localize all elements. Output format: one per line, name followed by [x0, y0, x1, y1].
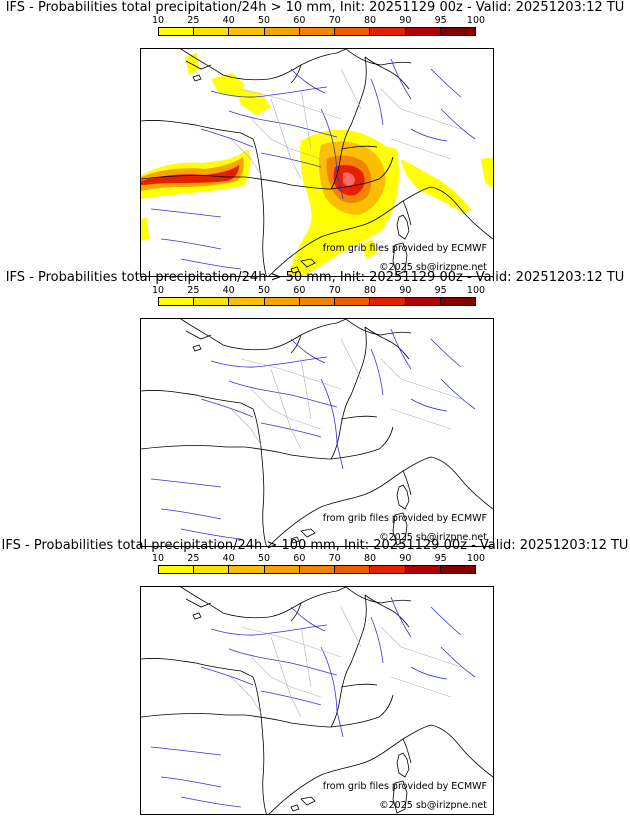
colorbar-segment: [194, 298, 230, 305]
colorbar-tick-label: 25: [187, 15, 200, 26]
colorbar-segment: [194, 566, 230, 573]
colorbar-segment: [264, 28, 300, 35]
copyright-credit: ©2025 sb@irizpne.net: [379, 532, 487, 543]
colorbar-segment: [335, 566, 371, 573]
colorbar-tick-label: 10: [151, 15, 165, 26]
colorbar-segment: [229, 566, 265, 573]
colorbar-tick-label: 80: [363, 285, 377, 296]
precip-map: from grib files provided by ECMWF ©2025 …: [140, 586, 494, 815]
colorbar-tick-label: 50: [257, 553, 271, 564]
map-panel-100mm: IFS - Probabilities total precipitation/…: [0, 538, 630, 815]
colorbar-segment: [264, 566, 300, 573]
colorbar-segment: [299, 28, 336, 35]
source-credit: from grib files provided by ECMWF: [322, 243, 487, 254]
precip-map: from grib files provided by ECMWF ©2025 …: [140, 48, 494, 277]
precip-map: from grib files provided by ECMWF ©2025 …: [140, 318, 494, 547]
colorbar-segment: [405, 28, 441, 35]
map-canvas: [141, 49, 493, 276]
colorbar-segment: [440, 566, 475, 573]
colorbar-tick-label: 80: [363, 15, 377, 26]
source-credit: from grib files provided by ECMWF: [322, 781, 487, 792]
colorbar-segment: [159, 28, 195, 35]
colorbar-tick-label: 90: [399, 15, 412, 26]
colorbar-tick-label: 40: [222, 285, 235, 296]
colorbar-tick-label: 40: [222, 553, 235, 564]
colorbar-tick-label: 95: [434, 15, 447, 26]
map-panel-50mm: IFS - Probabilities total precipitation/…: [0, 270, 630, 547]
colorbar-tick-label: 80: [363, 553, 377, 564]
colorbar-segment: [440, 298, 475, 305]
colorbar-bar: [158, 297, 476, 306]
colorbar-tick-label: 25: [187, 285, 200, 296]
colorbar-tick-label: 90: [399, 553, 412, 564]
panel-title: IFS - Probabilities total precipitation/…: [5, 270, 625, 285]
map-panel-10mm: IFS - Probabilities total precipitation/…: [0, 0, 630, 277]
colorbar-segment: [335, 28, 371, 35]
colorbar-tick-label: 100: [466, 285, 486, 296]
colorbar-tick-label: 70: [328, 15, 341, 26]
colorbar-tick-label: 100: [466, 553, 486, 564]
colorbar-tick-label: 25: [187, 553, 200, 564]
colorbar: 10 25 40 50 60 70 80 90 95 100: [152, 285, 485, 314]
colorbar-tick-label: 50: [257, 285, 271, 296]
colorbar-segment: [194, 28, 230, 35]
colorbar-tick-label: 60: [293, 285, 306, 296]
colorbar: 10 25 40 50 60 70 80 90 95 100: [152, 15, 485, 44]
colorbar-segment: [440, 28, 475, 35]
colorbar-segment: [405, 298, 441, 305]
colorbar-segment: [370, 566, 406, 573]
colorbar-tick-label: 70: [328, 553, 341, 564]
colorbar: 10 25 40 50 60 70 80 90 95 100: [152, 553, 485, 582]
colorbar-tick-label: 60: [293, 553, 306, 564]
colorbar-segment: [335, 298, 371, 305]
colorbar-segment: [370, 28, 406, 35]
source-credit: from grib files provided by ECMWF: [322, 513, 487, 524]
colorbar-tick-label: 95: [434, 553, 447, 564]
colorbar-segment: [229, 28, 265, 35]
colorbar-tick-label: 10: [151, 553, 165, 564]
copyright-credit: ©2025 sb@irizpne.net: [379, 800, 487, 811]
colorbar-segment: [229, 298, 265, 305]
colorbar-tick-label: 100: [466, 15, 486, 26]
colorbar-segment: [159, 298, 195, 305]
colorbar-tick-label: 90: [399, 285, 412, 296]
colorbar-segment: [299, 566, 336, 573]
colorbar-tick-label: 40: [222, 15, 235, 26]
colorbar-segment: [370, 298, 406, 305]
colorbar-segment: [299, 298, 336, 305]
panel-title: IFS - Probabilities total precipitation/…: [5, 0, 625, 15]
copyright-credit: ©2025 sb@irizpne.net: [379, 262, 487, 273]
colorbar-tick-label: 50: [257, 15, 271, 26]
colorbar-bar: [158, 27, 476, 36]
colorbar-segment: [405, 566, 441, 573]
colorbar-segment: [159, 566, 195, 573]
panel-title: IFS - Probabilities total precipitation/…: [1, 538, 629, 553]
colorbar-tick-label: 70: [328, 285, 341, 296]
colorbar-segment: [264, 298, 300, 305]
colorbar-tick-label: 60: [293, 15, 306, 26]
colorbar-tick-label: 10: [151, 285, 165, 296]
colorbar-tick-label: 95: [434, 285, 447, 296]
colorbar-bar: [158, 565, 476, 574]
